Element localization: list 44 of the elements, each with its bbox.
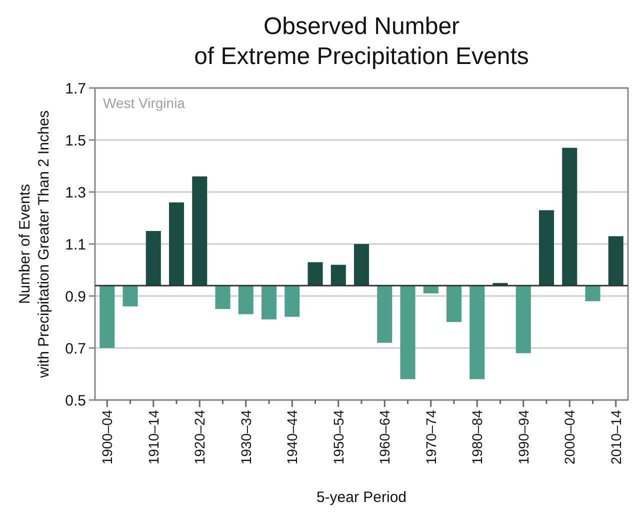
bar — [215, 286, 230, 309]
x-tick-label: 1980–84 — [469, 410, 486, 465]
x-tick-label: 1920–24 — [192, 410, 208, 465]
y-tick-label: 1.7 — [65, 80, 86, 98]
bar — [122, 286, 138, 306]
bar — [446, 286, 462, 322]
bar — [516, 286, 531, 354]
chart-title: Observed Number of Extreme Precipitation Events — [194, 13, 529, 70]
bar — [238, 286, 254, 314]
bar — [354, 244, 370, 286]
x-tick-label: 1900–04 — [99, 410, 116, 465]
bar — [538, 210, 554, 286]
bar — [608, 236, 624, 286]
x-tick-label: 2010–14 — [608, 410, 624, 465]
x-tick-label: 2000–04 — [562, 410, 578, 465]
x-tick-label: 1970–74 — [422, 410, 439, 465]
bar — [261, 286, 277, 320]
y-tick-label: 1.1 — [65, 236, 86, 254]
bar — [308, 262, 323, 286]
x-axis-title: 5-year Period — [316, 489, 407, 506]
bar — [100, 286, 115, 348]
y-tick-label: 0.9 — [65, 288, 86, 306]
x-tick-label: 1930–34 — [238, 410, 254, 465]
x-tick-label: 1990–94 — [515, 410, 532, 465]
y-tick-label: 0.7 — [65, 340, 86, 358]
bar — [470, 286, 485, 380]
bar — [192, 176, 208, 286]
bar — [400, 286, 416, 380]
bar — [562, 148, 578, 286]
bar — [168, 202, 184, 286]
bar — [377, 286, 392, 343]
bar — [585, 286, 600, 302]
y-tick-label: 0.5 — [65, 392, 86, 410]
bar — [330, 264, 346, 286]
annotation: West Virginia — [103, 95, 186, 111]
y-axis-title: Number of Events with Precipitation Greater Than 2 Inches — [16, 110, 52, 379]
x-tick-label: 1950–54 — [330, 410, 346, 465]
bar — [146, 231, 161, 286]
x-tick-label: 1910–14 — [145, 410, 162, 465]
y-tick-label: 1.3 — [65, 184, 86, 202]
x-tick-label: 1940–44 — [284, 410, 300, 465]
bar — [284, 286, 300, 317]
y-tick-label: 1.5 — [65, 132, 86, 150]
x-tick-label: 1960–64 — [376, 410, 393, 465]
